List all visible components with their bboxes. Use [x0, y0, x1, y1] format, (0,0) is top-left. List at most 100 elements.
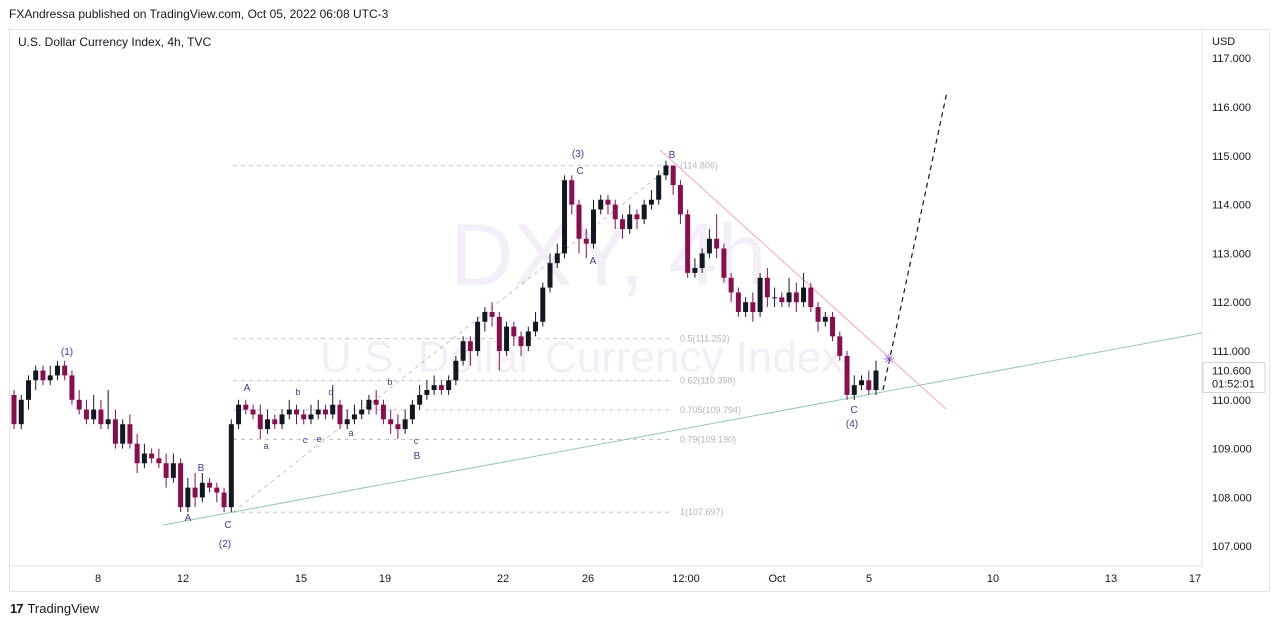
wave-label: c: [414, 436, 419, 446]
x-tick-label: 5: [866, 573, 872, 585]
candle-body: [677, 185, 683, 215]
candle-body: [873, 370, 879, 391]
candle-body: [453, 360, 459, 381]
wave-label: A: [590, 256, 597, 267]
candle-body: [134, 443, 140, 464]
wave-label: B: [669, 150, 676, 161]
candle-body: [98, 409, 104, 425]
wave-label: a: [348, 428, 353, 438]
tradingview-logo-text: TradingView: [27, 601, 100, 616]
candle-body: [25, 380, 31, 400]
candle-body: [279, 414, 285, 425]
publish-line: FXAndressa published on TradingView.com,…: [9, 7, 389, 21]
y-tick-label: 117.000: [1212, 53, 1251, 65]
candle-body: [583, 238, 589, 244]
tradingview-logo[interactable]: 17 TradingView: [10, 601, 99, 616]
candle-body: [18, 399, 24, 425]
candle-body: [779, 297, 785, 303]
candle-body: [359, 409, 365, 415]
candle-body: [801, 287, 807, 303]
wave-label: a: [263, 441, 268, 451]
candle-body: [286, 409, 292, 415]
wave-label: d: [328, 387, 333, 397]
candle-body: [83, 409, 89, 420]
candle-body: [743, 302, 749, 312]
y-tick-label: 112.000: [1212, 297, 1251, 309]
candle-body: [402, 419, 408, 430]
forecast-marker-icon: ✳: [883, 351, 895, 367]
candle-body: [76, 399, 82, 410]
candle-body: [330, 404, 336, 415]
candle-body: [395, 424, 401, 430]
candle-body: [112, 419, 118, 444]
candle-body: [569, 180, 575, 205]
x-tick-label: Oct: [768, 573, 785, 585]
candle-body: [562, 180, 568, 254]
candle-body: [482, 311, 488, 322]
candle-body: [830, 316, 836, 337]
candle-body: [236, 404, 242, 425]
candle-body: [163, 463, 169, 478]
candle-body: [859, 380, 865, 386]
wave-label: B: [414, 451, 421, 462]
candle-body: [706, 238, 712, 254]
x-tick-label: 10: [987, 573, 999, 585]
watermark-ticker: DXY, 4h: [450, 205, 766, 304]
candle-body: [605, 199, 611, 205]
candle-body: [460, 341, 466, 361]
last-price-box: [1202, 362, 1266, 394]
candle-body: [207, 482, 213, 488]
candle-body: [199, 482, 205, 498]
candle-body: [388, 419, 394, 425]
candle-body: [504, 326, 510, 351]
last-price-label: 110.600: [1212, 366, 1251, 378]
candle-body: [590, 209, 596, 244]
candle-body: [511, 326, 517, 337]
candle-body: [438, 385, 444, 391]
candle-body: [156, 458, 162, 464]
candle-body: [692, 268, 698, 273]
candle-body: [257, 414, 263, 430]
candle-body: [47, 375, 53, 381]
candle-body: [750, 302, 756, 312]
candle-body: [670, 165, 676, 186]
candle-body: [866, 380, 872, 391]
candle-body: [301, 414, 307, 420]
chart-frame: [9, 29, 1270, 592]
candle-body: [192, 487, 198, 498]
candle-body: [373, 399, 379, 405]
fib-level-label: 0.705(109.794): [680, 405, 741, 415]
candle-body: [764, 277, 770, 298]
wave-label: c: [303, 435, 308, 445]
fib-level-label: 1(107.697): [680, 507, 724, 517]
candle-body: [250, 409, 256, 415]
watermark-name: U.S. Dollar Currency Index: [320, 333, 843, 382]
x-tick-label: 8: [95, 573, 101, 585]
x-tick-label: 12:00: [672, 573, 700, 585]
candle-body: [757, 277, 763, 312]
candle-body: [808, 287, 814, 308]
candle-body: [721, 248, 727, 278]
candle-body: [11, 394, 17, 425]
candle-body: [634, 214, 640, 220]
y-tick-label: 111.000: [1212, 346, 1250, 358]
candle-body: [69, 375, 75, 400]
candle-body: [214, 487, 220, 493]
candle-body: [315, 409, 321, 415]
x-tick-label: 13: [1105, 573, 1117, 585]
candle-body: [656, 175, 662, 200]
y-tick-label: 109.000: [1212, 444, 1252, 456]
candle-body: [417, 394, 423, 405]
wave-label: b: [387, 377, 392, 387]
candle-body: [62, 365, 68, 376]
fib-level-label: 0.5(111.252): [680, 334, 730, 344]
candle-body: [467, 341, 473, 351]
fib-level-label: 0.79(109.190): [680, 434, 736, 444]
support-trendline: [162, 332, 1203, 526]
fib-level-label: (114.806): [680, 160, 718, 170]
countdown-label: 01:52:01: [1212, 379, 1255, 391]
x-tick-label: 26: [582, 573, 594, 585]
candle-body: [337, 404, 343, 425]
y-tick-label: 114.000: [1212, 200, 1251, 212]
